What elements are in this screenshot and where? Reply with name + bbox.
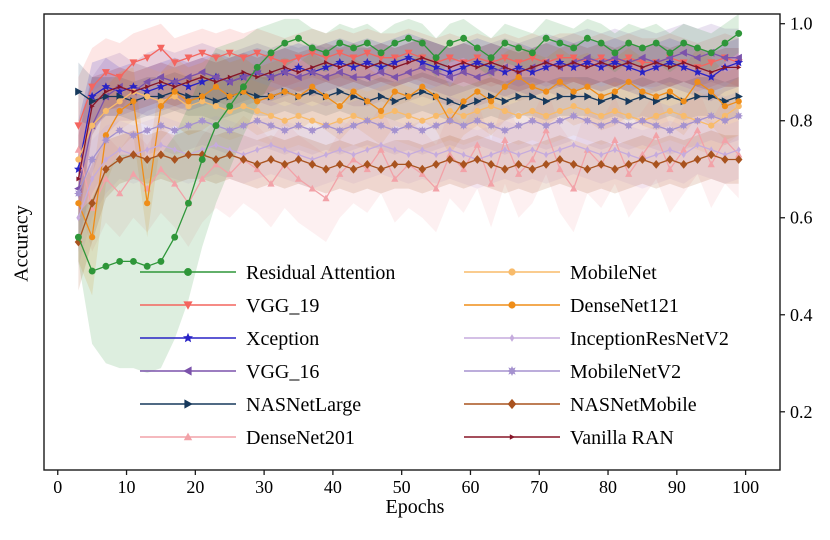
svg-text:40: 40 (324, 477, 342, 497)
series-VGG_19 (74, 44, 743, 130)
band-Xception (78, 33, 739, 218)
band-VGG_16 (78, 23, 739, 252)
band-NASNetMobile (78, 130, 739, 291)
legend-label: InceptionResNetV2 (570, 328, 729, 350)
svg-text:90: 90 (668, 477, 686, 497)
svg-text:20: 20 (186, 477, 204, 497)
legend-label: Vanilla RAN (570, 427, 674, 449)
legend: Residual Attention VGG_19 Xception VGG_16 NA… (140, 262, 729, 449)
svg-text:0.8: 0.8 (790, 111, 813, 131)
svg-text:0.2: 0.2 (790, 402, 813, 422)
series-Residual Attention (74, 29, 743, 275)
legend-label: NASNetLarge (246, 394, 361, 416)
series-MobileNetV2 (74, 111, 744, 198)
x-axis-label: Epochs (385, 496, 445, 518)
legend-entry-InceptionResNetV2: InceptionResNetV2 (464, 328, 729, 350)
legend-entry-Vanilla RAN: Vanilla RAN (464, 427, 674, 449)
legend-entry-MobileNet: MobileNet (464, 262, 657, 284)
plot-area (74, 14, 744, 373)
svg-text:30: 30 (255, 477, 273, 497)
svg-text:80: 80 (599, 477, 617, 497)
legend-label: NASNetMobile (570, 394, 697, 416)
legend-label: MobileNet (570, 262, 657, 284)
legend-label: Xception (246, 328, 319, 350)
y-axis-ticks: 0.2 0.4 0.6 0.8 1.0 (780, 14, 813, 422)
series-DenseNet121 (75, 73, 742, 241)
svg-text:50: 50 (393, 477, 411, 497)
legend-entry-MobileNetV2: MobileNetV2 (464, 361, 681, 383)
x-axis-ticks: 0 10 20 30 40 50 60 70 80 90 100 (53, 470, 759, 497)
y-axis-label: Accuracy (10, 205, 33, 282)
svg-text:60: 60 (461, 477, 479, 497)
plot-border (43, 13, 781, 471)
legend-entry-NASNetMobile: NASNetMobile (464, 394, 697, 416)
legend-entry-DenseNet121: DenseNet121 (464, 295, 679, 317)
legend-entry-NASNetLarge: NASNetLarge (140, 394, 361, 416)
svg-text:10: 10 (118, 477, 136, 497)
svg-text:70: 70 (530, 477, 548, 497)
svg-text:100: 100 (732, 477, 759, 497)
series-MobileNet (75, 88, 742, 163)
legend-label: Residual Attention (246, 262, 395, 284)
series-NASNetMobile (74, 150, 743, 247)
svg-text:0.6: 0.6 (790, 208, 813, 228)
legend-label: VGG_16 (246, 361, 319, 383)
legend-entry-DenseNet201: DenseNet201 (140, 427, 355, 449)
legend-label: MobileNetV2 (570, 361, 681, 383)
legend-entry-VGG_19: VGG_19 (140, 295, 319, 317)
confidence-bands (78, 14, 739, 373)
legend-label: DenseNet121 (570, 295, 679, 317)
svg-text:0: 0 (53, 477, 62, 497)
legend-label: DenseNet201 (246, 427, 355, 449)
svg-text:1.0: 1.0 (790, 14, 813, 34)
series-Vanilla RAN (76, 55, 742, 182)
legend-entry-Xception: Xception (140, 328, 319, 350)
legend-label: VGG_19 (246, 295, 319, 317)
svg-text:0.4: 0.4 (790, 305, 813, 325)
legend-entry-VGG_16: VGG_16 (140, 361, 319, 383)
legend-entry-Residual Attention: Residual Attention (140, 262, 395, 284)
